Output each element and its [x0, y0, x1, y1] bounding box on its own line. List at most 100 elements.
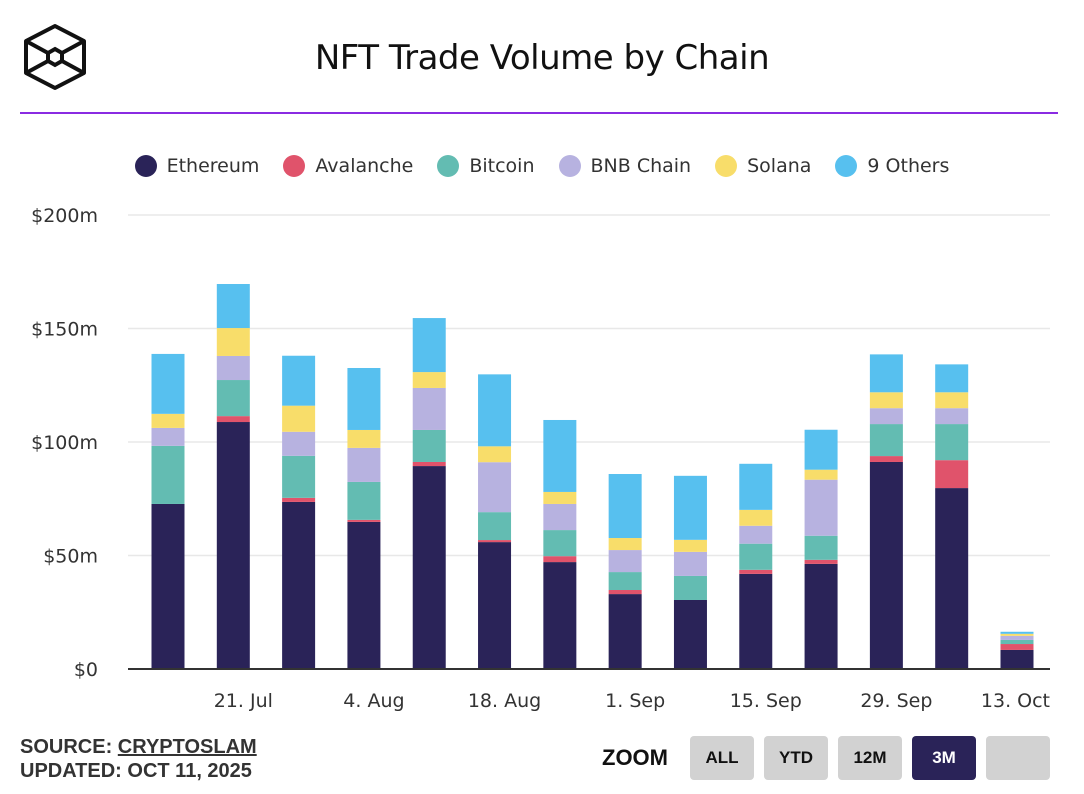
- bar-segment-bitcoin[interactable]: [151, 445, 185, 504]
- legend-item-bitcoin[interactable]: Bitcoin: [437, 155, 535, 177]
- legend-item-avalanche[interactable]: Avalanche: [283, 155, 413, 177]
- bar-segment-solana[interactable]: [347, 429, 381, 448]
- bar-segment-9-others[interactable]: [478, 374, 512, 447]
- bar-segment-bnb-chain[interactable]: [543, 503, 577, 531]
- bar-segment-bnb-chain[interactable]: [216, 355, 250, 381]
- bar-segment-ethereum[interactable]: [935, 488, 969, 669]
- zoom-3m-button[interactable]: 3M: [912, 736, 976, 780]
- bar-segment-bnb-chain[interactable]: [608, 550, 642, 573]
- bar-segment-solana[interactable]: [543, 491, 577, 504]
- bar-segment-9-others[interactable]: [739, 463, 773, 510]
- bar-segment-ethereum[interactable]: [739, 573, 773, 669]
- bar-segment-bnb-chain[interactable]: [412, 387, 446, 430]
- bar-segment-bnb-chain[interactable]: [151, 427, 185, 446]
- legend-item-bnb-chain[interactable]: BNB Chain: [558, 155, 691, 177]
- bar-segment-9-others[interactable]: [869, 354, 903, 393]
- bar-segment-bitcoin[interactable]: [216, 380, 250, 417]
- bar-segment-9-others[interactable]: [347, 367, 381, 430]
- bar-segment-9-others[interactable]: [282, 355, 316, 406]
- bar-segment-bnb-chain[interactable]: [935, 408, 969, 425]
- bar-segment-9-others[interactable]: [412, 318, 446, 373]
- bar-segment-9-others[interactable]: [935, 364, 969, 393]
- bar-segment-bnb-chain[interactable]: [739, 525, 773, 544]
- bar-segment-bnb-chain[interactable]: [478, 462, 512, 513]
- bar-segment-ethereum[interactable]: [608, 594, 642, 669]
- bar-segment-solana[interactable]: [1000, 633, 1034, 636]
- bar-segment-solana[interactable]: [739, 509, 773, 526]
- bar-segment-solana[interactable]: [935, 392, 969, 409]
- x-tick-label: 21. Jul: [214, 690, 273, 712]
- bar-segment-avalanche[interactable]: [478, 540, 512, 543]
- bar-segment-bitcoin[interactable]: [347, 481, 381, 520]
- bar-segment-bitcoin[interactable]: [478, 512, 512, 541]
- bar-segment-solana[interactable]: [608, 538, 642, 551]
- bar-segment-bitcoin[interactable]: [1000, 639, 1034, 645]
- bar-segment-ethereum[interactable]: [282, 501, 316, 669]
- bar-segment-ethereum[interactable]: [347, 521, 381, 669]
- bar-segment-bitcoin[interactable]: [804, 535, 838, 560]
- bar-segment-bitcoin[interactable]: [412, 429, 446, 462]
- bar-segment-bnb-chain[interactable]: [1000, 635, 1034, 640]
- bar-segment-avalanche[interactable]: [869, 456, 903, 462]
- bar-segment-avalanche[interactable]: [608, 590, 642, 595]
- bar-segment-bnb-chain[interactable]: [282, 431, 316, 456]
- bar-segment-avalanche[interactable]: [1000, 644, 1034, 650]
- bar-segment-9-others[interactable]: [216, 284, 250, 329]
- bar-segment-bnb-chain[interactable]: [869, 408, 903, 425]
- bar-segment-solana[interactable]: [282, 405, 316, 432]
- bar-segment-bitcoin[interactable]: [739, 543, 773, 570]
- legend-item-others[interactable]: 9 Others: [835, 155, 949, 177]
- x-tick-label: 4. Aug: [343, 690, 404, 712]
- bar-segment-bitcoin[interactable]: [935, 424, 969, 461]
- bar-segment-bitcoin[interactable]: [543, 530, 577, 557]
- bar-segment-solana[interactable]: [151, 413, 185, 428]
- bar-segment-9-others[interactable]: [673, 475, 707, 540]
- source-prefix: SOURCE:: [20, 736, 118, 758]
- bar-segment-avalanche[interactable]: [347, 519, 381, 522]
- bar-segment-ethereum[interactable]: [673, 599, 707, 669]
- bar-segment-bitcoin[interactable]: [608, 572, 642, 591]
- bar-segment-ethereum[interactable]: [216, 422, 250, 669]
- bar-segment-bnb-chain[interactable]: [347, 447, 381, 482]
- bar-segment-ethereum[interactable]: [151, 503, 185, 669]
- bar-segment-avalanche[interactable]: [804, 559, 838, 564]
- bar-segment-solana[interactable]: [804, 469, 838, 480]
- bar-segment-avalanche[interactable]: [216, 416, 250, 423]
- bar-segment-avalanche[interactable]: [543, 556, 577, 563]
- bar-segment-bnb-chain[interactable]: [673, 551, 707, 576]
- bar-segment-bitcoin[interactable]: [282, 455, 316, 498]
- bar-segment-ethereum[interactable]: [1000, 649, 1034, 669]
- bar-segment-9-others[interactable]: [1000, 631, 1034, 634]
- bar-segment-ethereum[interactable]: [543, 562, 577, 669]
- zoom-blank-button[interactable]: [986, 736, 1050, 780]
- bar-segment-9-others[interactable]: [804, 429, 838, 470]
- bar-segment-avalanche[interactable]: [412, 461, 446, 467]
- legend-marker: [283, 155, 306, 177]
- bar-segment-solana[interactable]: [869, 392, 903, 409]
- bar-segment-ethereum[interactable]: [478, 542, 512, 669]
- bar-segment-avalanche[interactable]: [739, 569, 773, 574]
- bar-segment-solana[interactable]: [478, 446, 512, 463]
- bar-segment-9-others[interactable]: [543, 419, 577, 492]
- bar-segment-solana[interactable]: [412, 372, 446, 388]
- bar-segment-avalanche[interactable]: [282, 497, 316, 502]
- bar-segment-ethereum[interactable]: [869, 461, 903, 669]
- legend-item-ethereum[interactable]: Ethereum: [134, 155, 259, 177]
- bar-segment-bitcoin[interactable]: [673, 575, 707, 600]
- bar-segment-ethereum[interactable]: [412, 466, 446, 669]
- bar-segment-solana[interactable]: [216, 328, 250, 356]
- bar-segment-solana[interactable]: [673, 539, 707, 552]
- source-link[interactable]: CRYPTOSLAM: [117, 736, 257, 758]
- footer: SOURCE: CRYPTOSLAM UPDATED: OCT 11, 2025: [20, 735, 257, 783]
- bar-segment-9-others[interactable]: [608, 474, 642, 539]
- bar-segment-ethereum[interactable]: [804, 563, 838, 669]
- bar-segment-9-others[interactable]: [151, 353, 185, 414]
- bar-segment-bnb-chain[interactable]: [804, 479, 838, 536]
- bar-segment-avalanche[interactable]: [935, 460, 969, 489]
- bar-segment-bitcoin[interactable]: [869, 424, 903, 457]
- zoom-12m-button[interactable]: 12M: [838, 736, 902, 780]
- legend-item-solana[interactable]: Solana: [715, 155, 811, 177]
- zoom-all-button[interactable]: ALL: [690, 736, 754, 780]
- y-tick-label: $50m: [43, 546, 98, 568]
- zoom-ytd-button[interactable]: YTD: [764, 736, 828, 780]
